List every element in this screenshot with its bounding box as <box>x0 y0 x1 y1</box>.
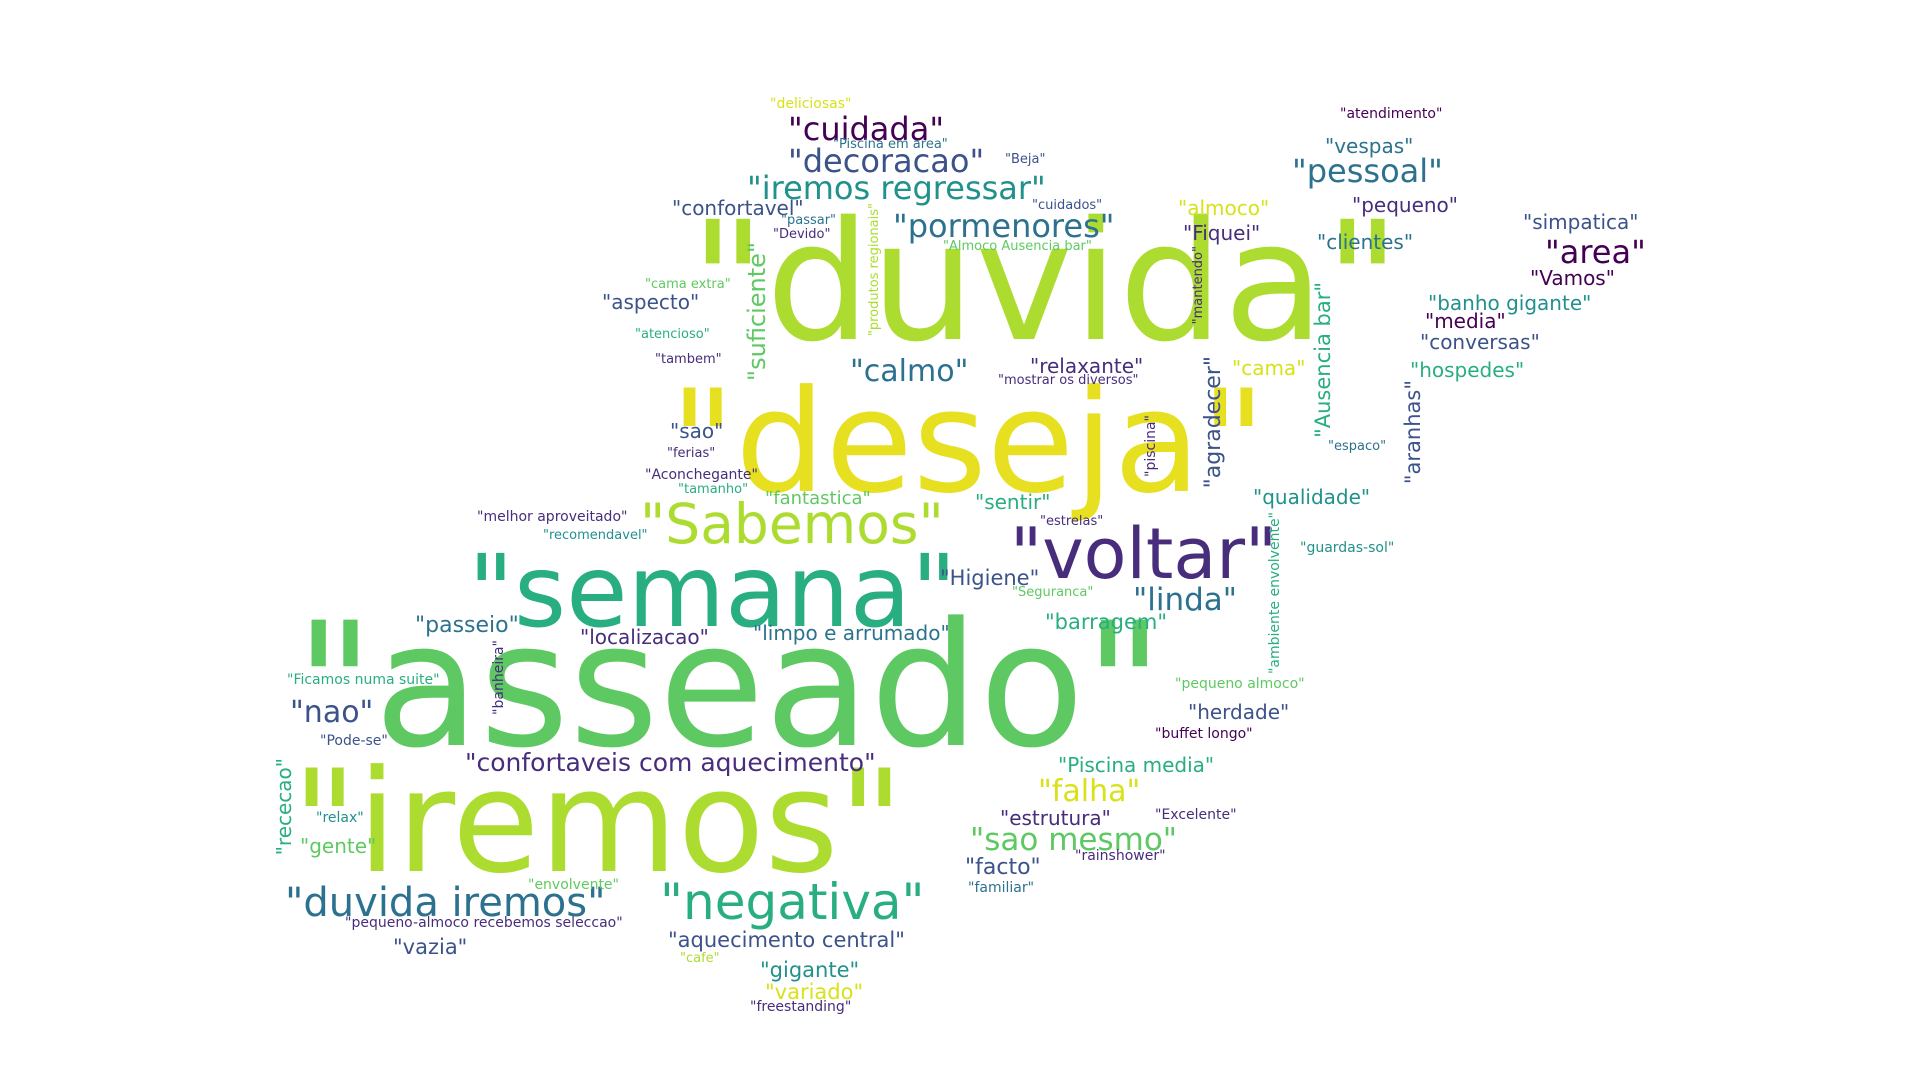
word-deseja: "deseja" <box>670 360 1266 525</box>
word-facto: "facto" <box>965 855 1041 880</box>
word-iremos-regressar: "iremos regressar" <box>747 169 1046 207</box>
word-rainshower: "rainshower" <box>1075 848 1166 864</box>
word-gigante: "gigante" <box>760 958 860 982</box>
word-limpo-e-arrumado: "limpo e arrumado" <box>753 621 950 645</box>
word-vespas: "vespas" <box>1325 134 1414 158</box>
word-fantastica: "fantastica" <box>765 488 871 509</box>
word-calmo: "calmo" <box>850 354 969 389</box>
word-excelente: "Excelente" <box>1155 807 1237 823</box>
word-estrelas: "estrelas" <box>1040 514 1104 529</box>
word-passar: "passar" <box>781 213 837 228</box>
word-cama: "cama" <box>1232 356 1306 380</box>
word-freestanding: "freestanding" <box>750 999 852 1015</box>
word-simpatica: "simpatica" <box>1523 210 1639 234</box>
word-ferias: "ferias" <box>667 446 716 461</box>
word-relaxante: "relaxante" <box>1030 354 1144 378</box>
word-higiene: "Higiene" <box>940 566 1040 590</box>
word-duvida-iremos: "duvida iremos" <box>285 880 606 926</box>
word-asseado: "asseado" <box>295 585 1164 786</box>
word-pequeno: "pequeno" <box>1352 193 1458 217</box>
word-nao: "nao" <box>290 695 374 730</box>
word-media: "media" <box>1425 309 1506 333</box>
word-vamos: "Vamos" <box>1530 266 1615 290</box>
word-cuidada: "cuidada" <box>788 110 945 148</box>
word-clientes: "clientes" <box>1317 230 1414 254</box>
word-pormenores: "pormenores" <box>893 207 1115 245</box>
word-deliciosas: "deliciosas" <box>770 96 852 112</box>
word-aconchegante: "Aconchegante" <box>645 467 758 483</box>
word-sao-mesmo: "sao mesmo" <box>970 822 1178 858</box>
word-ficamos-numa-suite: "Ficamos numa suite" <box>287 672 440 688</box>
word-devido: "Devido" <box>773 227 831 242</box>
word-melhor-aproveitado: "melhor aproveitado" <box>477 509 628 525</box>
word-recomendavel: "recomendavel" <box>543 528 648 543</box>
word-banho-gigante: "banho gigante" <box>1428 291 1592 315</box>
word-sabemos: "Sabemos" <box>640 492 944 556</box>
word-sao: "sao" <box>670 419 724 443</box>
word-decoracao: "decoracao" <box>788 142 985 180</box>
word-iremos: "iremos" <box>292 740 904 905</box>
word-beja: "Beja" <box>1005 152 1046 167</box>
word-piscina: "piscina" <box>1143 415 1159 477</box>
word-area: "area" <box>1545 233 1646 271</box>
word-pequeno-almoco-recebemos-seleccao: "pequeno-almoco recebemos seleccao" <box>345 915 623 931</box>
word-buffet-longo: "buffet longo" <box>1155 726 1253 742</box>
word-duvida: "duvida" <box>690 186 1401 378</box>
word-almoco-ausencia-bar: "Almoco Ausencia bar" <box>943 239 1092 254</box>
word-atencioso: "atencioso" <box>635 327 710 342</box>
word-ambiente-envolvente: "ambiente envolvente" <box>1267 512 1283 675</box>
word-variado: "variado" <box>765 980 864 1004</box>
word-aquecimento-central: "aquecimento central" <box>668 928 905 952</box>
word-rececao: "rececao" <box>272 758 296 856</box>
word-piscina-em-area: "Piscina em area" <box>833 137 948 152</box>
word-vazia: "vazia" <box>393 935 468 959</box>
word-qualidade: "qualidade" <box>1253 485 1371 509</box>
word-cafe: "cafe" <box>680 951 720 966</box>
word-familiar: "familiar" <box>968 880 1035 896</box>
word-estrutura: "estrutura" <box>1000 806 1111 830</box>
word-pequeno-almoco: "pequeno almoco" <box>1175 676 1305 692</box>
word-hospedes: "hospedes" <box>1410 358 1525 382</box>
word-linda: "linda" <box>1133 582 1238 618</box>
word-localizacao: "localizacao" <box>580 625 709 649</box>
word-mantendo: "mantendo" <box>1191 246 1206 325</box>
word-atendimento: "atendimento" <box>1340 106 1443 122</box>
word-pessoal: "pessoal" <box>1292 152 1443 190</box>
word-envolvente: "envolvente" <box>528 877 619 893</box>
word-pode-se: "Pode-se" <box>320 733 388 749</box>
word-tamanho: "tamanho" <box>678 482 749 497</box>
word-aranhas: "aranhas" <box>1401 380 1425 485</box>
word-barragem: "barragem" <box>1045 610 1167 634</box>
word-seguranca: "Seguranca" <box>1012 585 1094 600</box>
word-conversas: "conversas" <box>1420 330 1540 354</box>
word-cuidados: "cuidados" <box>1032 198 1103 213</box>
word-suficiente: "suficiente" <box>743 242 771 381</box>
word-guardas-sol: "guardas-sol" <box>1300 540 1395 556</box>
word-confortavel: "confortavel" <box>672 196 804 220</box>
word-agradecer: "agradecer" <box>1201 356 1226 489</box>
word-banheira: "banheira" <box>491 640 507 715</box>
word-semana: "semana" <box>468 533 957 650</box>
word-passeio: "passeio" <box>415 613 519 638</box>
word-fiquei: "Fiquei" <box>1183 221 1261 245</box>
word-negativa: "negativa" <box>660 873 925 931</box>
word-herdade: "herdade" <box>1188 700 1290 724</box>
word-gente: "gente" <box>300 834 377 858</box>
word-sentir: "sentir" <box>975 490 1051 514</box>
word-falha: "falha" <box>1038 774 1141 809</box>
word-relax: "relax" <box>316 810 364 826</box>
word-voltar: "voltar" <box>1010 513 1278 595</box>
word-tambem: "tambem" <box>655 352 722 367</box>
word-produtos-regionais: "produtos regionais" <box>867 203 882 337</box>
word-piscina-media: "Piscina media" <box>1058 753 1215 777</box>
word-cama-extra: "cama extra" <box>645 277 731 292</box>
word-confortaveis-com-aquecimento: "confortaveis com aquecimento" <box>465 748 876 777</box>
word-almoco: "almoco" <box>1178 196 1270 220</box>
word-espaco: "espaco" <box>1328 439 1387 454</box>
word-ausencia-bar: "Ausencia bar" <box>1311 282 1335 438</box>
word-aspecto: "aspecto" <box>602 290 700 314</box>
word-mostrar-os-diversos: "mostrar os diversos" <box>998 373 1139 388</box>
